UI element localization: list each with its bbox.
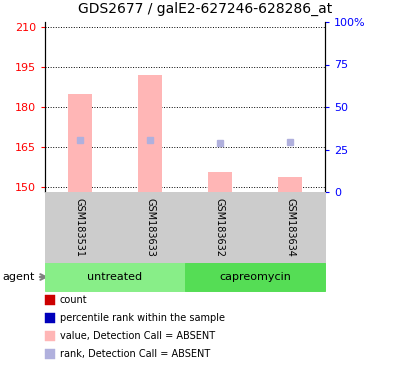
Text: GDS2677 / galE2-627246-628286_at: GDS2677 / galE2-627246-628286_at <box>78 2 331 16</box>
Text: GSM183634: GSM183634 <box>284 198 294 257</box>
Text: untreated: untreated <box>87 272 142 282</box>
Bar <box>67 94 92 192</box>
Text: GSM183632: GSM183632 <box>214 198 225 257</box>
Text: percentile rank within the sample: percentile rank within the sample <box>60 313 225 323</box>
Text: capreomycin: capreomycin <box>218 272 290 282</box>
Bar <box>207 172 231 192</box>
Text: count: count <box>60 295 88 305</box>
Text: GSM183531: GSM183531 <box>75 198 85 257</box>
Text: rank, Detection Call = ABSENT: rank, Detection Call = ABSENT <box>60 349 210 359</box>
Text: GSM183633: GSM183633 <box>145 198 155 257</box>
Bar <box>137 75 162 192</box>
Text: value, Detection Call = ABSENT: value, Detection Call = ABSENT <box>60 331 215 341</box>
Text: agent: agent <box>2 272 34 282</box>
Bar <box>277 177 301 192</box>
